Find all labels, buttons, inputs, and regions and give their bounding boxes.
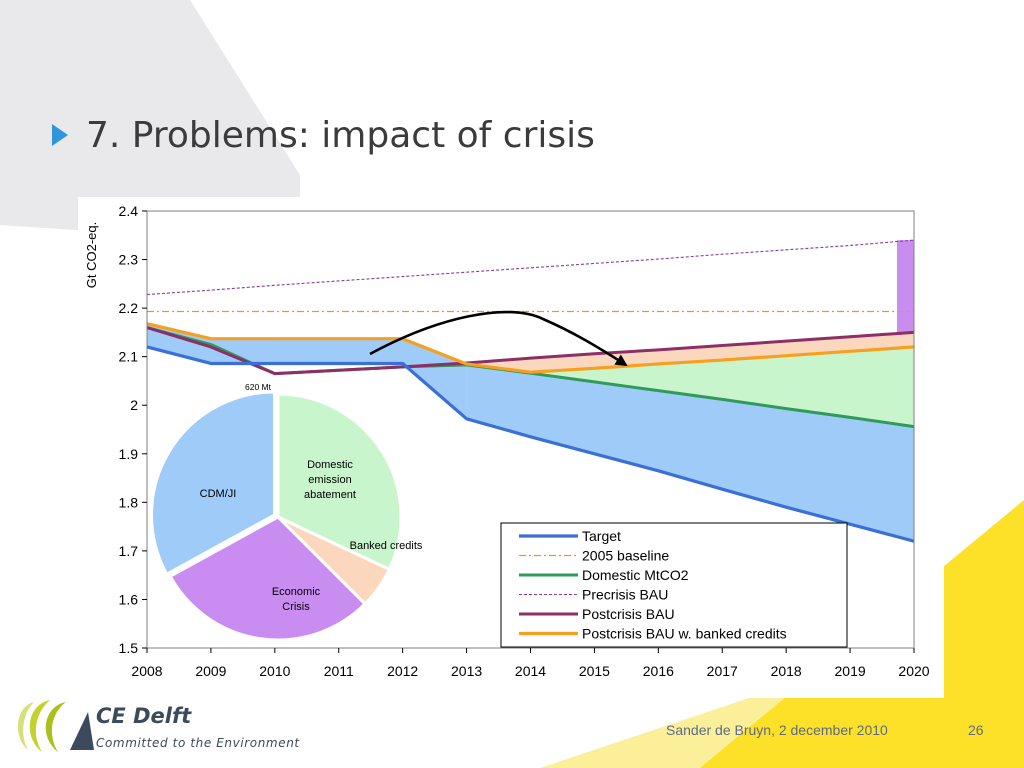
x-tick-label: 2019: [835, 663, 866, 679]
series-line-target: [146, 345, 915, 543]
pie-slice-economic-crisis: [168, 515, 368, 642]
crisis-bar: [897, 240, 914, 333]
pie-label: Economic: [272, 586, 321, 598]
legend-label: Target: [582, 528, 621, 544]
chart-panel: 620 Mt Domestic emission abatement Banked c…: [78, 197, 944, 698]
y-tick-label: 1.5: [119, 640, 139, 656]
x-tick-label: 2020: [898, 663, 929, 679]
legend-label: Precrisis BAU: [582, 587, 668, 603]
footer-page-number: 26: [968, 722, 984, 738]
area-fill-blue: [466, 364, 914, 542]
x-tick-label: 2011: [324, 663, 354, 679]
emissions-chart: 620 Mt Domestic emission abatement Banked c…: [84, 203, 930, 679]
x-tick-label: 2017: [707, 663, 738, 679]
annotation-620mt: 620 Mt: [245, 382, 272, 392]
y-tick-label: 1.6: [119, 591, 139, 607]
pie-slice-domestic-emission-abatement: [276, 392, 403, 572]
legend-label: 2005 baseline: [582, 548, 669, 564]
x-tick-label: 2012: [387, 663, 418, 679]
y-tick-label: 1.7: [119, 543, 139, 559]
x-tick-label: 2016: [643, 663, 674, 679]
brand-tagline: Committed to the Environment: [96, 736, 300, 750]
title-text: 7. Problems: impact of crisis: [86, 114, 595, 156]
pie-slice-cdm-ji: [150, 390, 277, 577]
footer-author-date: Sander de Bruyn, 2 december 2010: [666, 722, 888, 738]
legend-label: Domestic MtCO2: [582, 567, 689, 583]
y-tick-label: 2.2: [119, 300, 139, 316]
y-tick-label: 2.4: [119, 203, 139, 219]
pie-label: emission: [308, 474, 351, 486]
pie-label: Domestic: [307, 459, 353, 471]
pie-label: Crisis: [282, 601, 310, 613]
y-tick-label: 2: [130, 397, 138, 413]
pie-label: Banked credits: [350, 540, 423, 552]
ce-delft-logo: CE Delft Committed to the Environment: [10, 696, 310, 758]
legend-label: Postcrisis BAU w. banked credits: [582, 626, 787, 642]
x-tick-label: 2014: [515, 663, 546, 679]
gray-wedge-decoration: [0, 0, 300, 245]
shift-arrow: [369, 310, 628, 367]
x-tick-label: 2008: [131, 663, 162, 679]
area-fill-blue-early: [147, 323, 467, 419]
bullet-arrow-icon: [52, 124, 68, 146]
x-tick-label: 2009: [195, 663, 226, 679]
pie-label: abatement: [304, 489, 356, 501]
series-line-postcrisis-bau-w-banked-credits: [146, 322, 915, 374]
series-line-precrisis-bau: [146, 239, 915, 296]
y-axis-label: Gt CO2-eq.: [84, 222, 99, 288]
area-fill-peach: [466, 332, 914, 373]
area-fill-green: [466, 346, 914, 427]
y-tick-label: 1.9: [119, 446, 139, 462]
logo-mark-icon: [17, 700, 94, 752]
legend-label: Postcrisis BAU: [582, 606, 675, 622]
x-tick-label: 2018: [771, 663, 802, 679]
x-tick-label: 2015: [579, 663, 610, 679]
x-tick-label: 2013: [451, 663, 482, 679]
x-tick-label: 2010: [259, 663, 290, 679]
legend-box: [500, 522, 848, 648]
y-tick-label: 2.1: [119, 349, 139, 365]
slide-title: 7. Problems: impact of crisis: [52, 110, 595, 160]
y-tick-label: 1.8: [119, 494, 139, 510]
y-tick-label: 2.3: [119, 252, 139, 268]
brand-name: CE Delft: [96, 704, 192, 728]
series-line-postcrisis-bau: [146, 326, 915, 376]
pie-label: CDM/JI: [200, 488, 237, 500]
